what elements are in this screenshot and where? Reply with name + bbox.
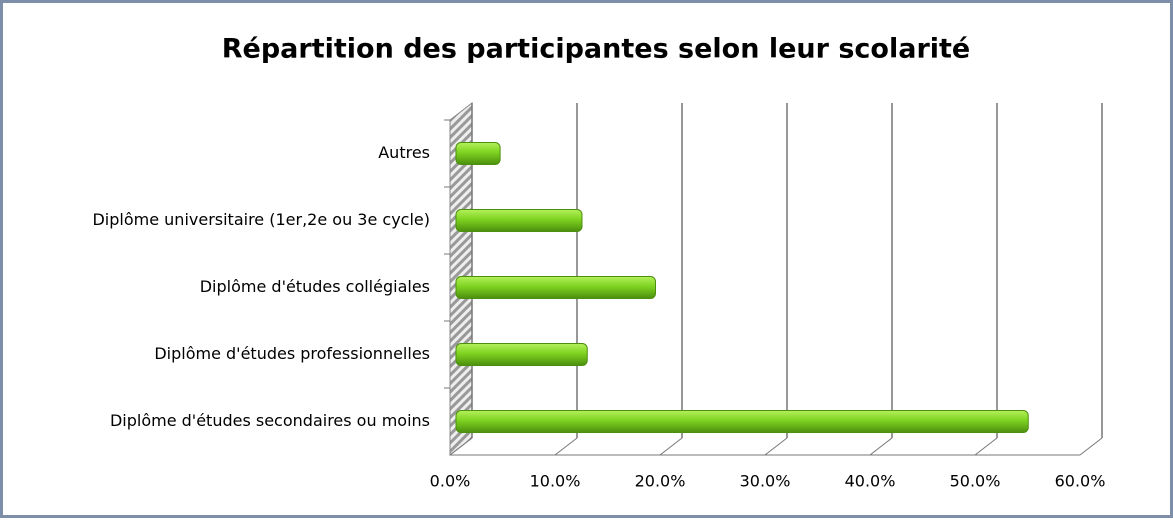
bar — [455, 209, 583, 232]
x-tick-label: 30.0% — [740, 472, 791, 491]
y-tick-label: Diplôme universitaire (1er,2e ou 3e cycl… — [92, 210, 430, 229]
floor-line — [1079, 437, 1103, 456]
bar — [455, 343, 588, 366]
chart-title: Répartition des participantes selon leur… — [222, 34, 971, 65]
floor-line — [974, 437, 998, 456]
x-tick-label: 50.0% — [950, 472, 1001, 491]
x-tick-label: 10.0% — [530, 472, 581, 491]
floor-line — [869, 437, 893, 456]
x-tick-label: 20.0% — [635, 472, 686, 491]
y-tick-label: Diplôme d'études professionnelles — [154, 344, 430, 363]
floor-line — [554, 437, 578, 456]
y-tick-label: Diplôme d'études secondaires ou moins — [110, 411, 430, 430]
floor-line — [449, 437, 473, 456]
bar — [455, 276, 656, 299]
y-tick-label: Autres — [378, 143, 430, 162]
floor-line — [659, 437, 683, 456]
x-tick-label: 40.0% — [845, 472, 896, 491]
x-tick-label: 60.0% — [1055, 472, 1106, 491]
bar — [455, 410, 1029, 433]
bar — [455, 142, 501, 165]
y-tick-label: Diplôme d'études collégiales — [200, 277, 430, 296]
x-tick-label: 0.0% — [430, 472, 471, 491]
floor-line — [764, 437, 788, 456]
